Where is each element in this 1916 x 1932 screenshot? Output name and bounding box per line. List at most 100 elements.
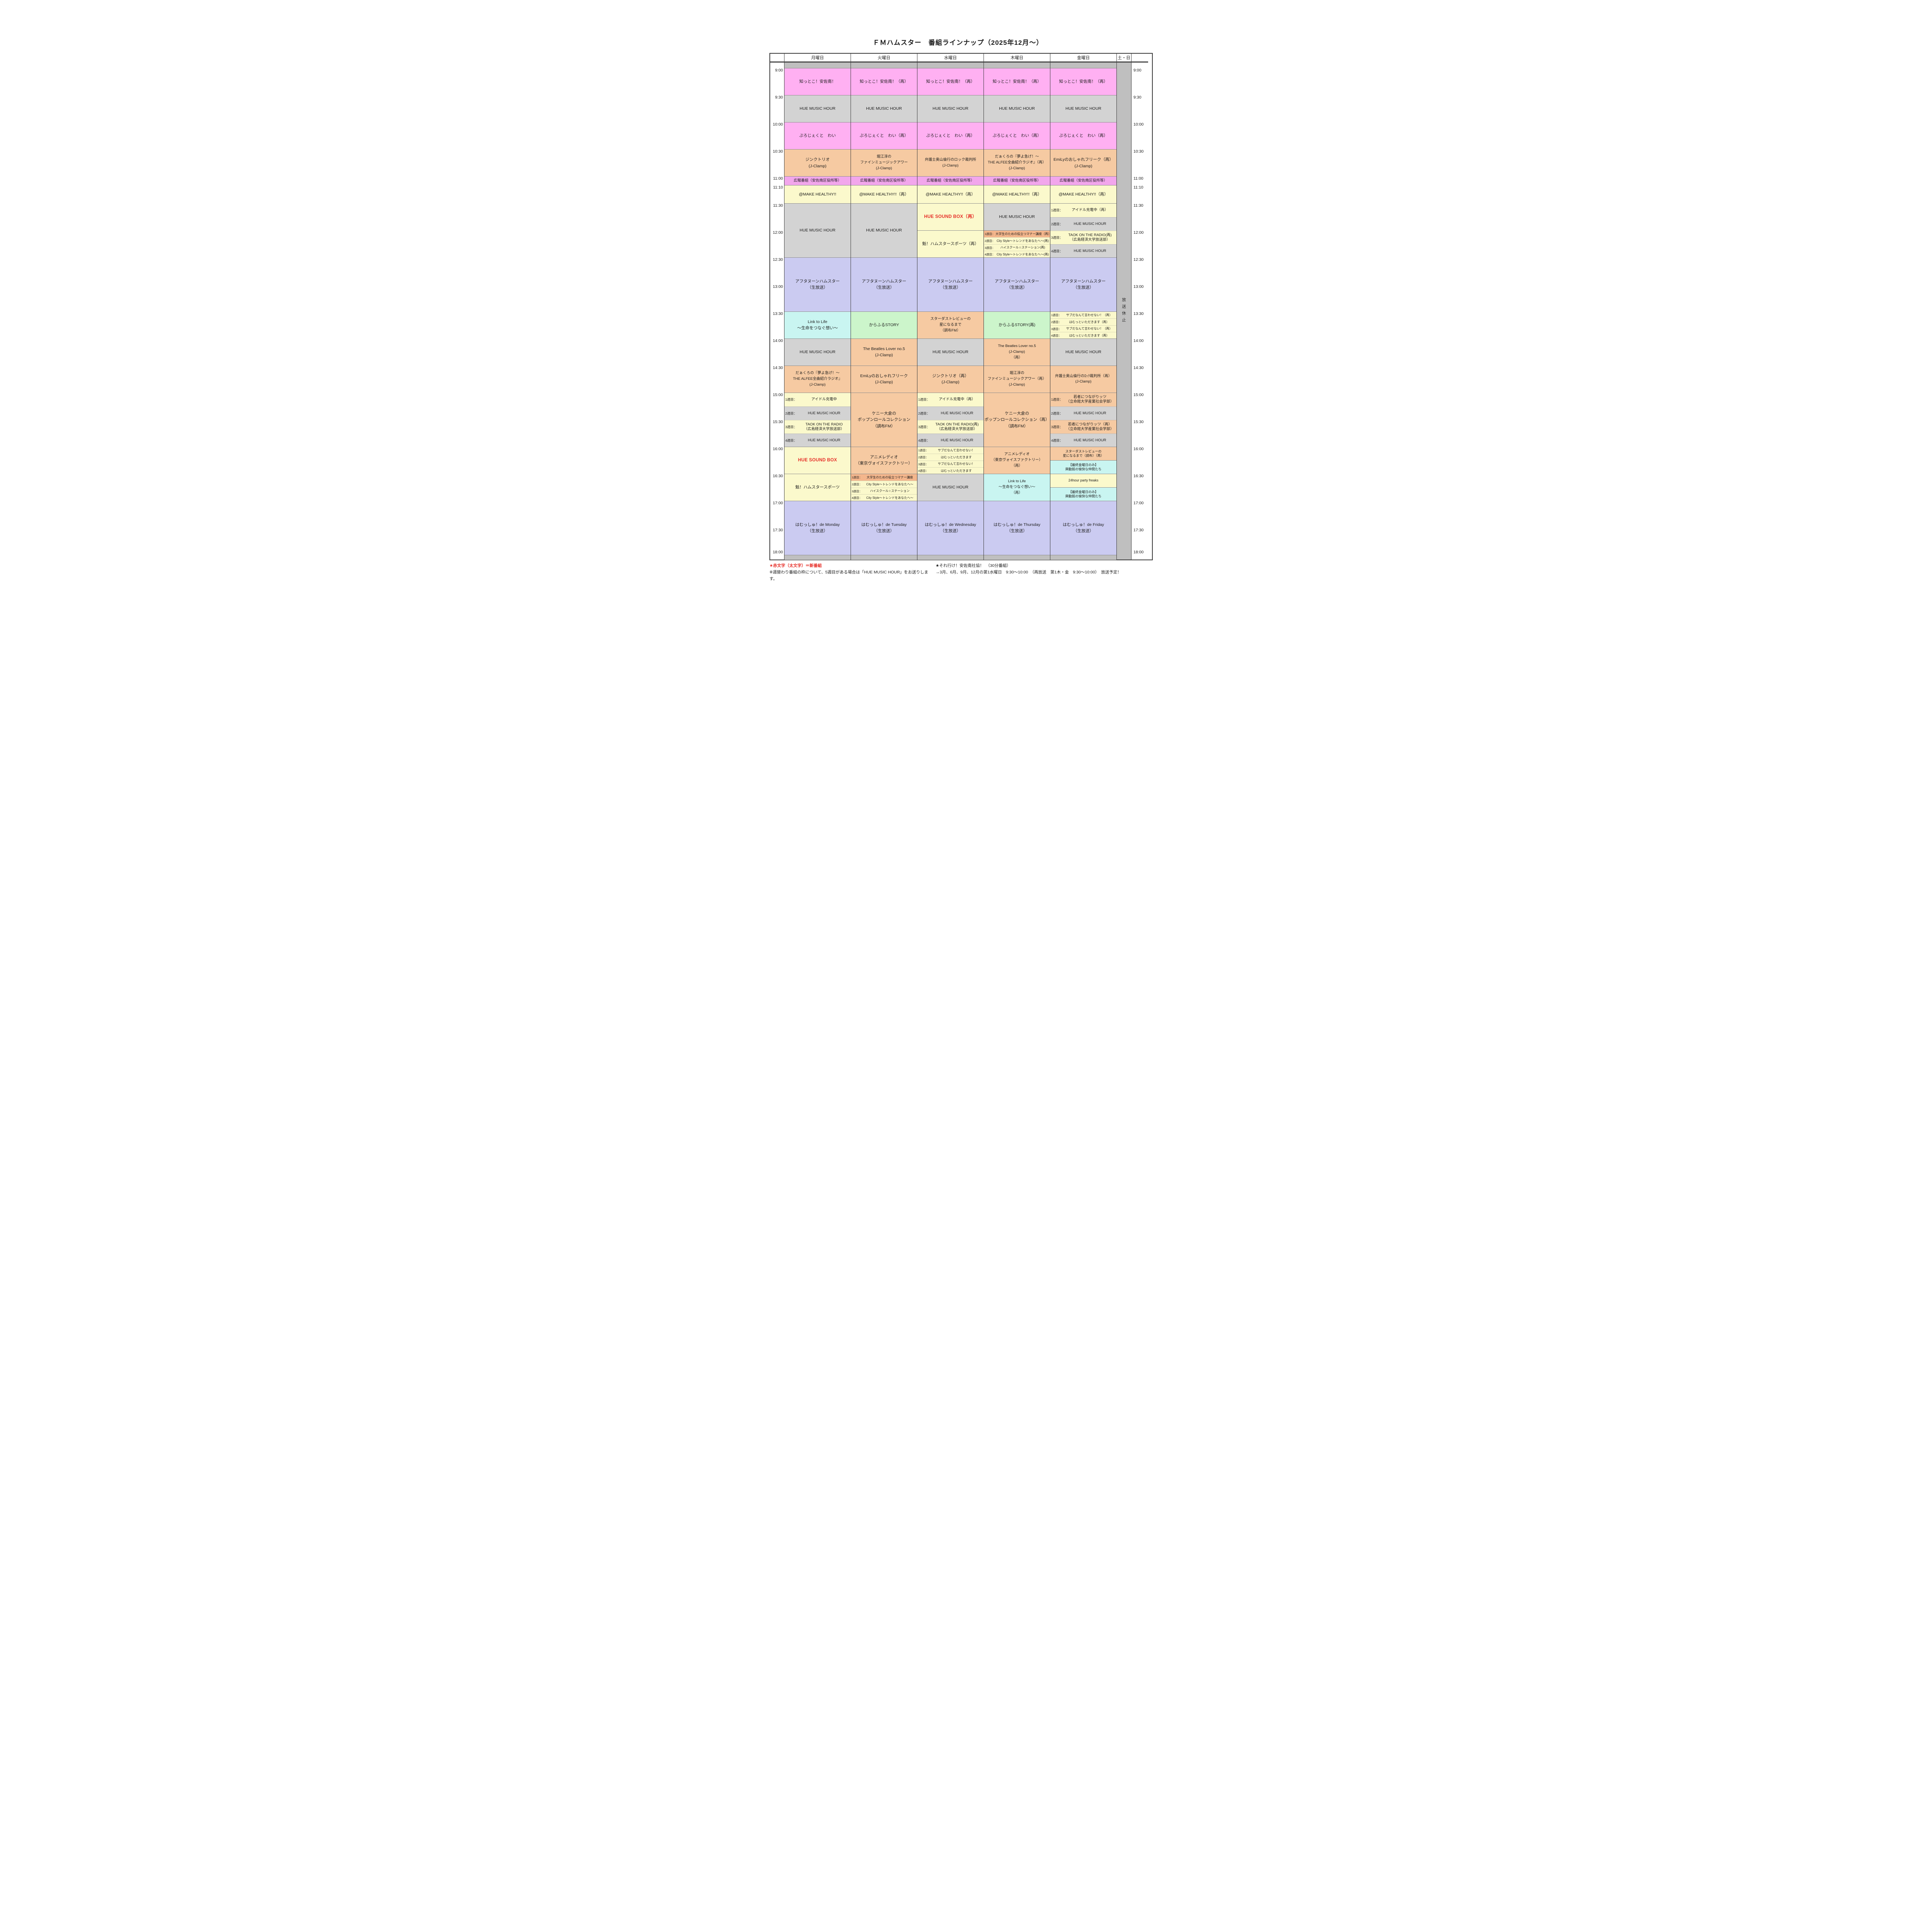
- program-cell: @MAKE HEALTHY!!（再）: [1050, 185, 1116, 203]
- program-line: 興動館の愉快な仲間たち: [1065, 494, 1102, 498]
- program-cell: EmiLyのおしゃれフリーク (J-Clamp): [851, 365, 917, 393]
- time-label: 13:30: [773, 311, 783, 316]
- week-number-label: 2週目：: [1051, 411, 1063, 415]
- program-line: 広報番組（安佐南区役所等）: [860, 178, 908, 183]
- program-line: サブだなんて言わせない！: [938, 448, 975, 452]
- post-broadcast-filler: [917, 554, 984, 560]
- program-line: ジンクトリオ（再）: [932, 374, 969, 379]
- program-line: アフタヌーンハムスター: [795, 279, 840, 284]
- program-cell: ぷろじぇくと わい（再）: [851, 122, 917, 149]
- pre-broadcast-filler: [784, 63, 851, 68]
- week-number-label: 3週目：: [918, 425, 930, 429]
- time-label: 17:00: [773, 501, 783, 505]
- weekend-body: 放送休止: [1117, 63, 1131, 560]
- week-number-label: 1週目：: [985, 232, 995, 236]
- pre-broadcast-filler: [1050, 63, 1116, 68]
- time-label: 10:00: [1133, 122, 1144, 127]
- program-line: （生放送）: [874, 529, 894, 534]
- program-line: （生放送）: [1073, 529, 1094, 534]
- program-cell: 1週目： アイドル充電中 2週目： HUE MUSIC HOUR 3週目： TAOK ON…: [784, 392, 851, 447]
- weekly-rotation-row: 3週目： ハイスクール☆ステーション: [851, 487, 917, 495]
- time-label: 12:30: [1133, 257, 1144, 262]
- program-line: (J-Clamp): [809, 382, 826, 387]
- program-line: THE ALFEE全曲紹介ラジオ』（再）: [988, 160, 1046, 165]
- program-line: ぷろじぇくと わい: [799, 133, 836, 138]
- day-header: 水曜日: [917, 54, 984, 63]
- week-number-label: 4週目：: [785, 438, 797, 442]
- program-line: （再）: [1011, 490, 1023, 495]
- program-line: Link to Life: [1008, 479, 1026, 484]
- weekly-rotation-row: 3週目： ハイスクール☆ステーション(再): [984, 244, 1050, 251]
- program-line: ハイスクール☆ステーション: [870, 489, 910, 493]
- program-line: （広島経済大学放送部）: [804, 427, 844, 431]
- program-line: 広報番組（安佐南区役所等）: [1059, 178, 1108, 183]
- program-cell: ケニー大倉の ポップンロールコレクション （調布FM）: [851, 392, 917, 447]
- program-line: EmiLyのおしゃれフリーク: [860, 374, 908, 379]
- program-line: ぷろじぇくと わい（再）: [1059, 133, 1108, 138]
- program-cell: HUE MUSIC HOUR: [784, 95, 851, 122]
- program-cell: 弁護士奥山倫行のﾛｯｸ裁判所（再） (J-Clamp): [1050, 365, 1116, 393]
- program-cell: 堀江淳の ファインミュージックアワー（再） (J-Clamp): [984, 365, 1050, 393]
- week-program: アイドル充電中（再）: [1063, 208, 1116, 213]
- week-program: アイドル充電中（再）: [931, 397, 984, 402]
- program-line: Link to Life: [808, 320, 827, 325]
- time-label: 11:00: [773, 176, 783, 181]
- day-column-木曜日: 木曜日 知っとこ！安佐南！（再） HUE MUSIC HOUR ぷろじぇくと わい（再…: [984, 54, 1050, 560]
- program-cell: 1週目： アイドル充電中（再） 2週目： HUE MUSIC HOUR 3週目： TAOK…: [1050, 203, 1116, 257]
- program-line: ぷろじぇくと わい（再）: [992, 133, 1041, 138]
- week-number-label: 2週目：: [785, 411, 797, 415]
- program-line: アイドル充電中（再）: [1072, 208, 1108, 213]
- week-program: HUE MUSIC HOUR: [1063, 249, 1116, 253]
- program-line: （広島経済大学放送部）: [1070, 237, 1110, 242]
- program-line: だぁくろの『夢よ急げ！～: [995, 155, 1039, 159]
- day-header: 金曜日: [1050, 54, 1116, 63]
- program-line: 広報番組（安佐南区役所等）: [793, 178, 842, 183]
- program-line: (J-Clamp): [1075, 379, 1092, 384]
- program-cell: 堀江淳の ファインミュージックアワー (J-Clamp): [851, 149, 917, 176]
- program-line: @MAKE HEALTHY!!: [799, 192, 836, 197]
- program-line: (J-Clamp): [875, 380, 893, 385]
- program-line: ポップンロールコレクション（再）: [984, 417, 1050, 422]
- program-cell: HUE MUSIC HOUR: [1050, 338, 1116, 366]
- program-line: ジンクトリオ: [805, 157, 830, 162]
- program-cell: ジンクトリオ (J-Clamp): [784, 149, 851, 176]
- program-line: 若者につながりッツ: [1073, 395, 1107, 400]
- program-cell: @MAKE HEALTHY!!（再）: [851, 185, 917, 203]
- program-line: City Style～トレンドをあなたへ～(再): [996, 252, 1049, 256]
- program-line: 【最終金曜日のみ】: [1069, 463, 1098, 467]
- week-number-label: 1週目：: [785, 398, 797, 402]
- program-cell: アニメレディオ （東京ヴォイスファクトリー） （再）: [984, 446, 1050, 474]
- footer-left: ★赤文字（太文字）＝新番組 ※週替わり番組の枠について、5週目がある場合は「HU…: [769, 563, 936, 582]
- week-number-label: 3週目：: [852, 489, 862, 493]
- program-line: 若者につながりッツ（再）: [1068, 422, 1112, 427]
- pre-broadcast-filler: [917, 63, 984, 68]
- time-label: 15:00: [1133, 393, 1144, 397]
- program-line: （再）: [1011, 355, 1023, 360]
- program-line: 知っとこ！安佐南！（再）: [859, 79, 909, 84]
- day-body: 知っとこ！安佐南！（再） HUE MUSIC HOUR ぷろじぇくと わい（再） 堀江…: [851, 63, 917, 560]
- program-line: (J-Clamp): [942, 163, 959, 168]
- page-title: ＦＭハムスター 番組ラインナップ（2025年12月～）: [873, 39, 1043, 46]
- program-cell: HUE MUSIC HOUR: [851, 95, 917, 122]
- program-cell: 1週目： サブだなんて言わせない！（再） 2週目： はむっといただきます（再） 3週目：…: [1050, 311, 1116, 338]
- program-line: （広島経済大学放送部）: [937, 427, 977, 431]
- program-line: はむっしゅ！de Monday: [795, 522, 840, 527]
- program-line: @MAKE HEALTHY!!（再）: [992, 192, 1042, 197]
- weekly-rotation-row: 3週目： サブだなんて言わせない！: [917, 460, 984, 468]
- week-program: TAOK ON THE RADIO(再) （広島経済大学放送部）: [931, 422, 984, 432]
- note-weekly-rotation: ※週替わり番組の枠について、5週目がある場合は「HUE MUSIC HOUR」を…: [769, 570, 929, 581]
- program-cell: はむっしゅ！de Tuesday （生放送）: [851, 500, 917, 555]
- program-cell: 1週目： 大学生のための役立つマナー講座 2週目： City Style～トレンドをあ…: [851, 473, 917, 501]
- week-program: サブだなんて言わせない！（再）: [1062, 327, 1116, 331]
- program-cell: ぷろじぇくと わい: [784, 122, 851, 149]
- program-line: @MAKE HEALTHY!!（再）: [1058, 192, 1108, 197]
- program-line: （生放送）: [940, 529, 961, 534]
- week-number-label: 4週目：: [1051, 438, 1063, 442]
- program-line: (J-Clamp): [808, 163, 827, 168]
- program-cell: Link to Life ～生命をつなぐ想い～ （再）: [984, 473, 1050, 501]
- program-cell: アニメレディオ （東京ヴォイスファクトリー）: [851, 446, 917, 474]
- program-line: The Beatles Lover no.5: [998, 344, 1036, 349]
- program-cell: 魁！ハムスタースポーツ（再）: [917, 230, 984, 257]
- program-line: HUE MUSIC HOUR: [999, 214, 1035, 219]
- post-broadcast-filler: [851, 554, 917, 560]
